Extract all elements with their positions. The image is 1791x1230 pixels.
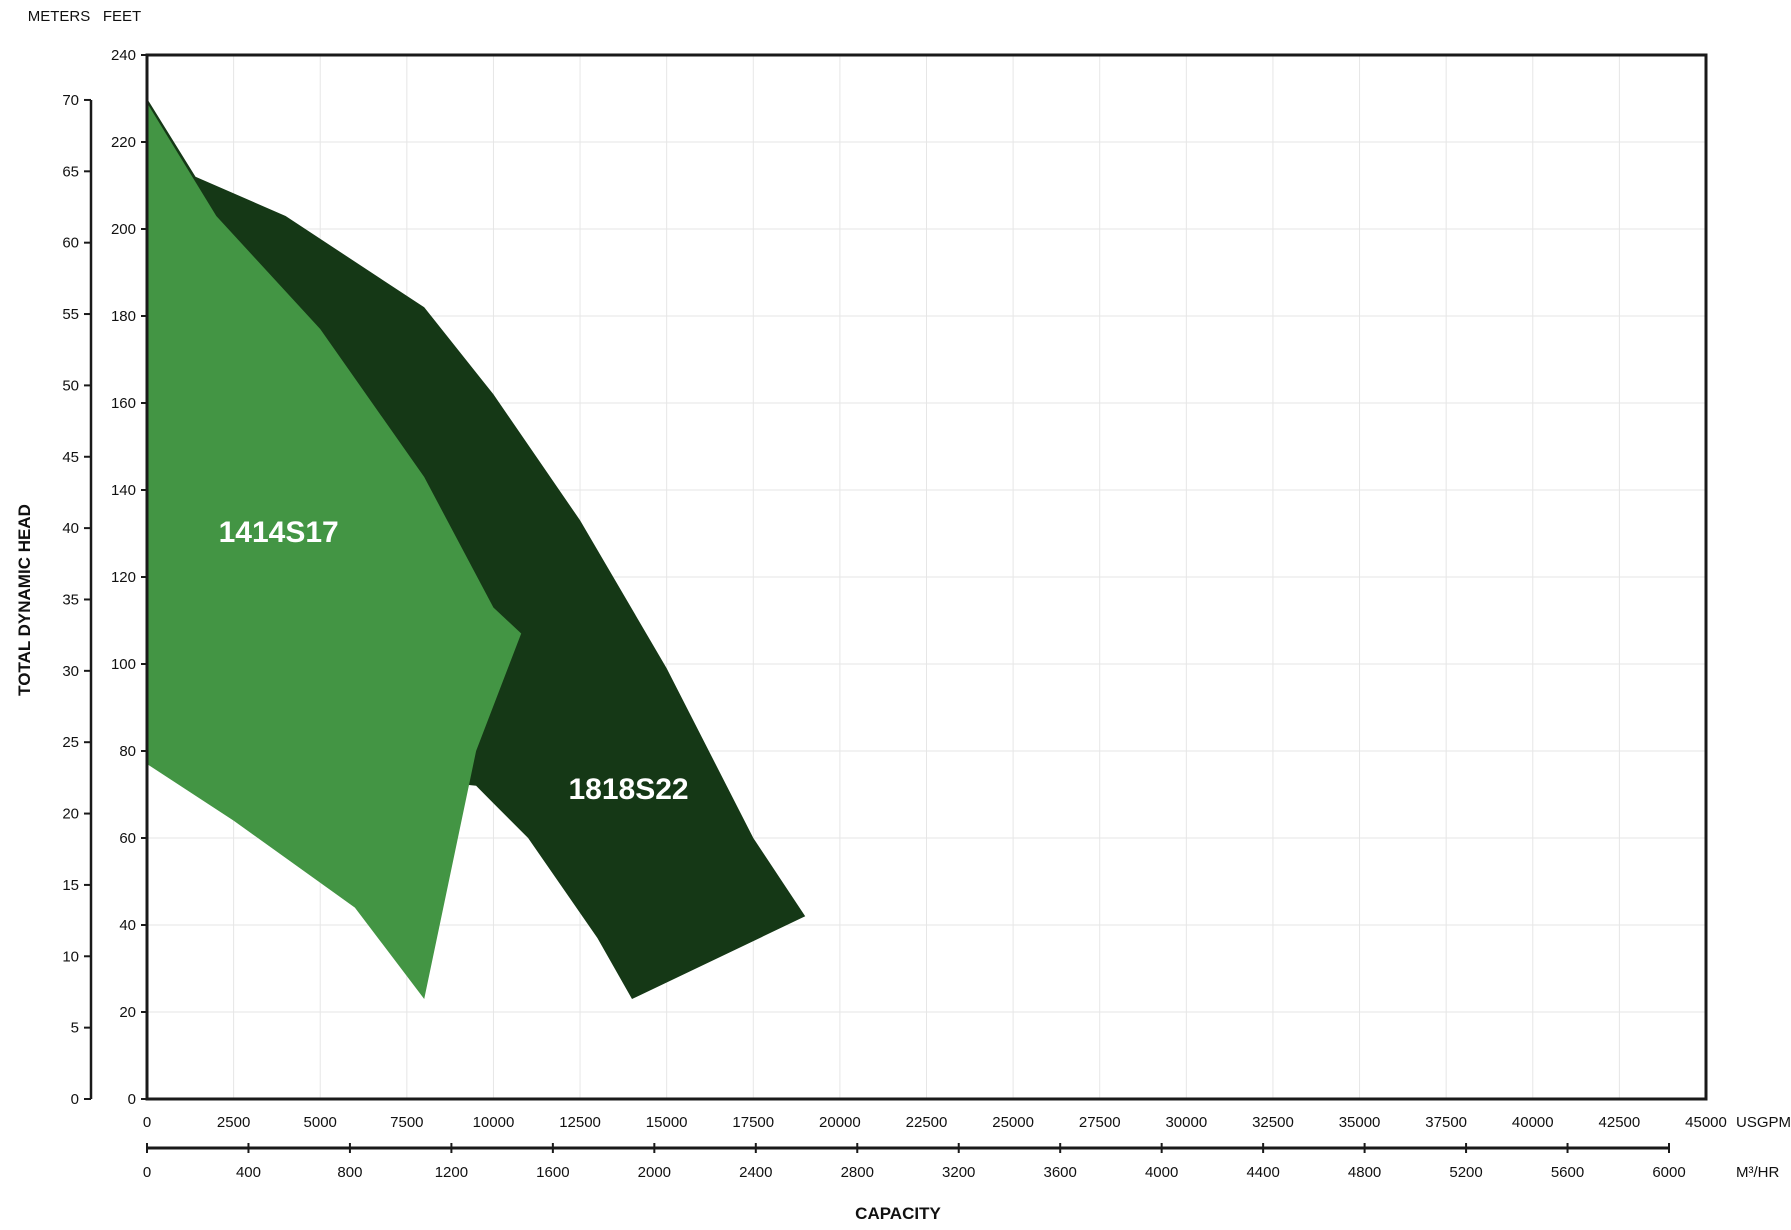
feet-tick-label: 20 bbox=[119, 1004, 136, 1021]
feet-unit-label: FEET bbox=[103, 8, 141, 25]
meters-tick-label: 40 bbox=[62, 520, 79, 537]
feet-tick-label: 240 bbox=[111, 47, 136, 64]
meters-unit-label: METERS bbox=[28, 8, 91, 25]
usgpm-tick-label: 42500 bbox=[1599, 1114, 1641, 1131]
usgpm-tick-label: 40000 bbox=[1512, 1114, 1554, 1131]
y-axis-title: TOTAL DYNAMIC HEAD bbox=[15, 504, 34, 696]
usgpm-tick-label: 17500 bbox=[732, 1114, 774, 1131]
meters-tick-label: 70 bbox=[62, 92, 79, 109]
m3hr-tick-label: 6000 bbox=[1652, 1164, 1685, 1181]
m3hr-tick-label: 4800 bbox=[1348, 1164, 1381, 1181]
axes: 0204060801001201401601802002202400510152… bbox=[62, 47, 1727, 1181]
usgpm-tick-label: 0 bbox=[143, 1114, 151, 1131]
performance-regions bbox=[147, 98, 806, 1000]
meters-tick-label: 20 bbox=[62, 806, 79, 823]
usgpm-tick-label: 35000 bbox=[1339, 1114, 1381, 1131]
meters-tick-label: 60 bbox=[62, 235, 79, 252]
usgpm-tick-label: 32500 bbox=[1252, 1114, 1294, 1131]
m3hr-tick-label: 800 bbox=[337, 1164, 362, 1181]
m3hr-tick-label: 5600 bbox=[1551, 1164, 1584, 1181]
feet-tick-label: 0 bbox=[128, 1091, 136, 1108]
usgpm-tick-label: 30000 bbox=[1165, 1114, 1207, 1131]
region-label-1818s22: 1818S22 bbox=[568, 773, 688, 806]
feet-tick-label: 200 bbox=[111, 221, 136, 238]
feet-tick-label: 160 bbox=[111, 395, 136, 412]
feet-tick-label: 100 bbox=[111, 656, 136, 673]
meters-tick-label: 25 bbox=[62, 734, 79, 751]
meters-tick-label: 10 bbox=[62, 948, 79, 965]
meters-tick-label: 55 bbox=[62, 306, 79, 323]
usgpm-tick-label: 15000 bbox=[646, 1114, 688, 1131]
meters-tick-label: 50 bbox=[62, 377, 79, 394]
region-label-1414s17: 1414S17 bbox=[219, 516, 339, 549]
usgpm-tick-label: 5000 bbox=[304, 1114, 337, 1131]
feet-tick-label: 180 bbox=[111, 308, 136, 325]
m3hr-tick-label: 3200 bbox=[942, 1164, 975, 1181]
feet-tick-label: 140 bbox=[111, 482, 136, 499]
usgpm-tick-label: 7500 bbox=[390, 1114, 423, 1131]
feet-tick-label: 80 bbox=[119, 743, 136, 760]
m3hr-tick-label: 5200 bbox=[1449, 1164, 1482, 1181]
m3hr-tick-label: 400 bbox=[236, 1164, 261, 1181]
m3hr-tick-label: 4400 bbox=[1246, 1164, 1279, 1181]
labels: METERS FEET USGPM M³/HR CAPACITY TOTAL DYNAMI… bbox=[15, 8, 1791, 1223]
usgpm-tick-label: 10000 bbox=[473, 1114, 515, 1131]
usgpm-tick-label: 22500 bbox=[906, 1114, 948, 1131]
meters-tick-label: 15 bbox=[62, 877, 79, 894]
usgpm-tick-label: 12500 bbox=[559, 1114, 601, 1131]
m3hr-tick-label: 2400 bbox=[739, 1164, 772, 1181]
usgpm-tick-label: 45000 bbox=[1685, 1114, 1727, 1131]
usgpm-tick-label: 25000 bbox=[992, 1114, 1034, 1131]
m3hr-tick-label: 1600 bbox=[536, 1164, 569, 1181]
meters-tick-label: 5 bbox=[71, 1020, 79, 1037]
meters-tick-label: 65 bbox=[62, 163, 79, 180]
region-1414s17 bbox=[147, 102, 522, 1000]
m3hr-tick-label: 2800 bbox=[841, 1164, 874, 1181]
m3hr-tick-label: 0 bbox=[143, 1164, 151, 1181]
meters-tick-label: 0 bbox=[71, 1091, 79, 1108]
usgpm-tick-label: 2500 bbox=[217, 1114, 250, 1131]
usgpm-tick-label: 37500 bbox=[1425, 1114, 1467, 1131]
m3hr-unit-label: M³/HR bbox=[1736, 1164, 1779, 1181]
usgpm-tick-label: 27500 bbox=[1079, 1114, 1121, 1131]
x-axis-title: CAPACITY bbox=[855, 1204, 941, 1223]
feet-tick-label: 120 bbox=[111, 569, 136, 586]
meters-tick-label: 35 bbox=[62, 591, 79, 608]
feet-tick-label: 40 bbox=[119, 917, 136, 934]
usgpm-unit-label: USGPM bbox=[1736, 1114, 1791, 1131]
meters-tick-label: 45 bbox=[62, 449, 79, 466]
meters-tick-label: 30 bbox=[62, 663, 79, 680]
m3hr-tick-label: 3600 bbox=[1044, 1164, 1077, 1181]
feet-tick-label: 220 bbox=[111, 134, 136, 151]
usgpm-tick-label: 20000 bbox=[819, 1114, 861, 1131]
m3hr-tick-label: 4000 bbox=[1145, 1164, 1178, 1181]
grid bbox=[146, 54, 1707, 1100]
m3hr-tick-label: 2000 bbox=[638, 1164, 671, 1181]
feet-tick-label: 60 bbox=[119, 830, 136, 847]
m3hr-tick-label: 1200 bbox=[435, 1164, 468, 1181]
